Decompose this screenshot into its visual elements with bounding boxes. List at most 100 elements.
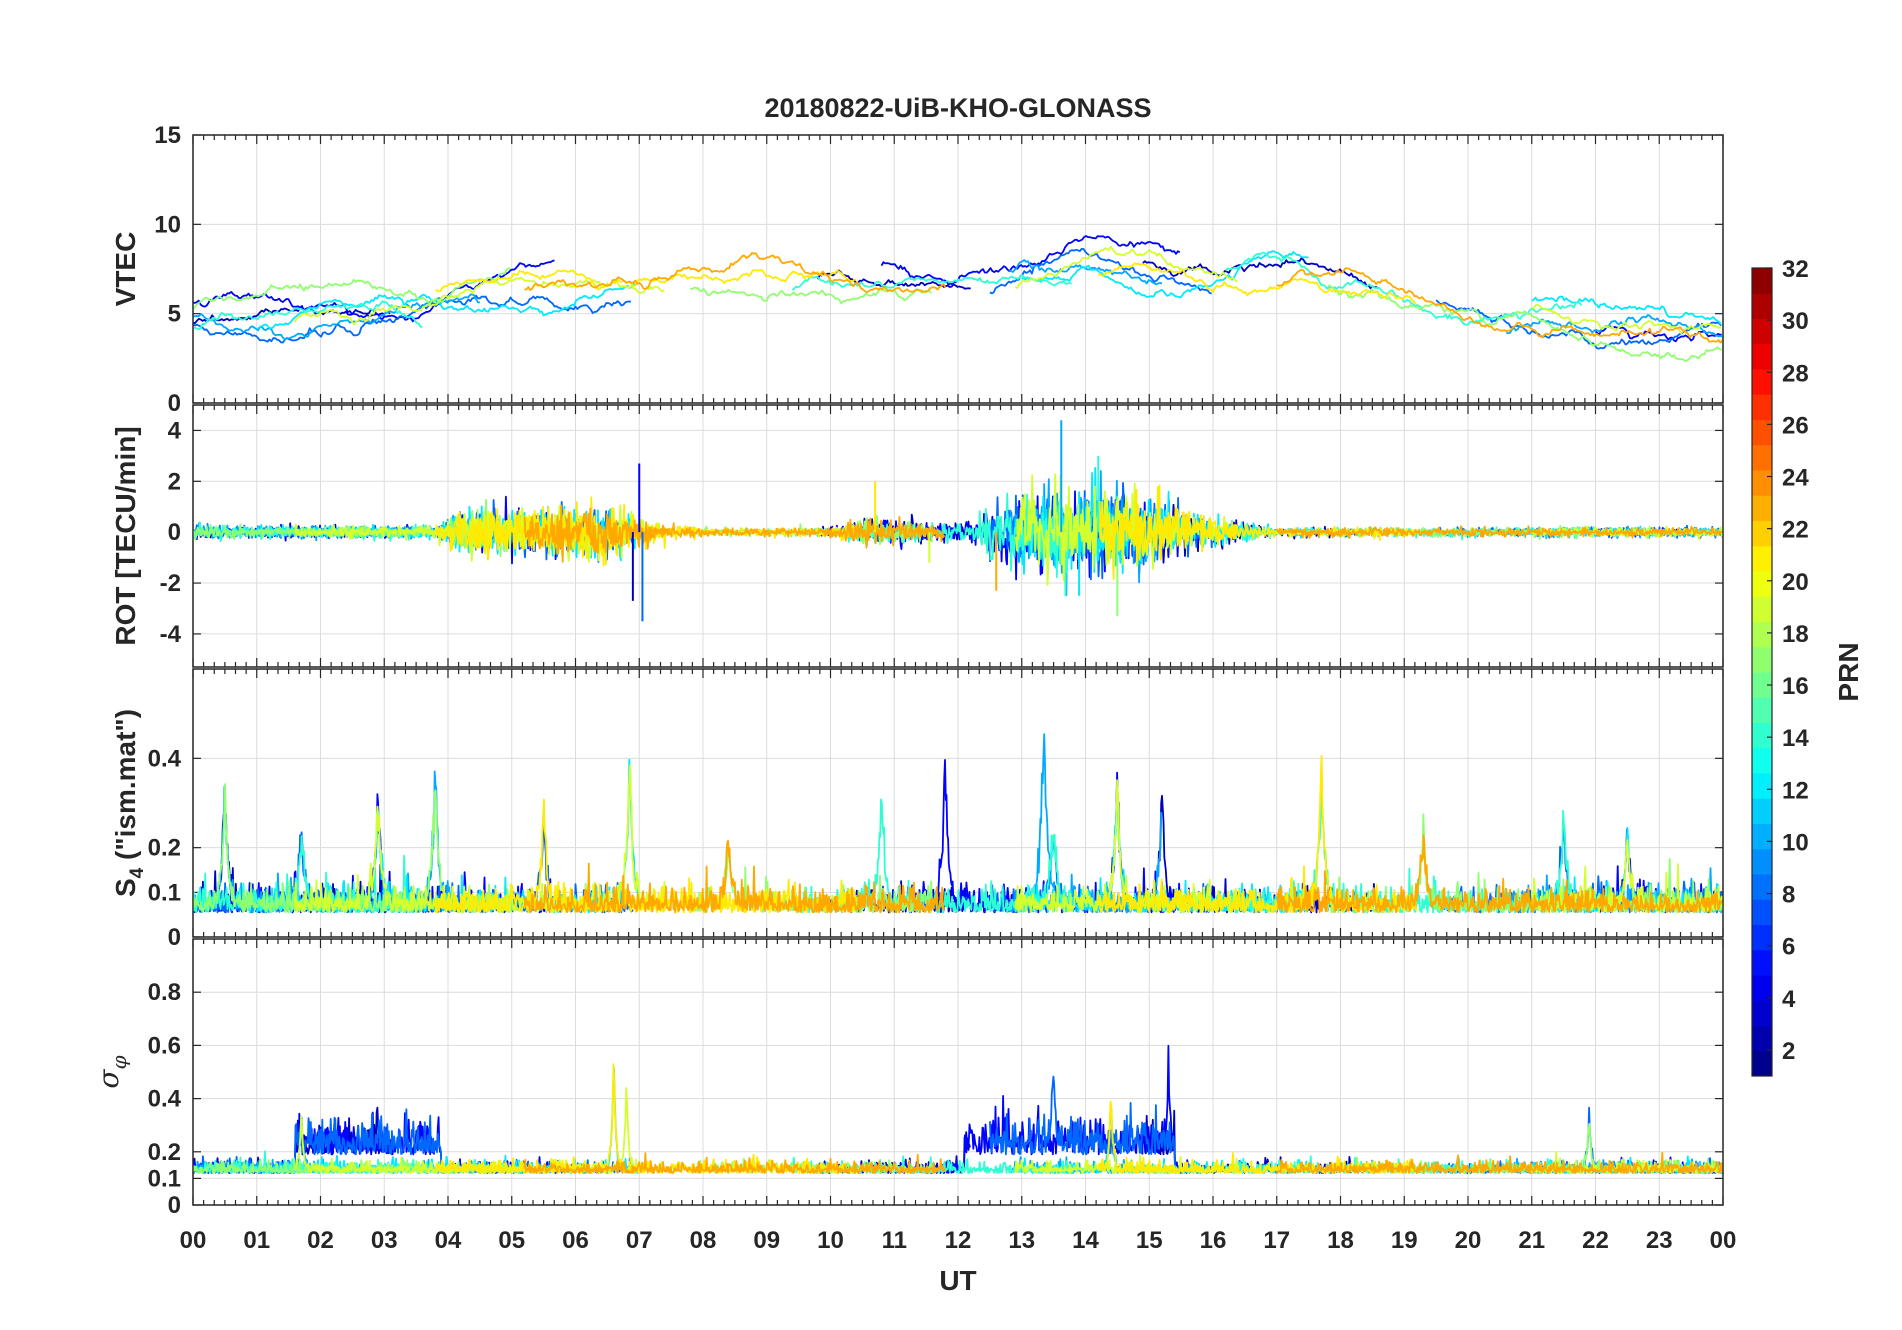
x-tick-label: 10 (817, 1227, 844, 1254)
colorbar-band (1752, 444, 1772, 471)
y-tick-label: -2 (160, 570, 181, 597)
y-tick-label: 0.8 (148, 979, 181, 1006)
colorbar-band (1752, 975, 1772, 1001)
colorbar-band (1752, 1025, 1772, 1052)
series-line-prn-21 (435, 269, 857, 293)
colorbar-band (1752, 596, 1772, 622)
series-line-prn-23 (1275, 525, 1723, 540)
y-tick-label: 5 (168, 301, 181, 328)
y-tick-label: 4 (168, 417, 182, 444)
colorbar-band (1752, 343, 1772, 370)
x-axis: 00 01 02 03 04 05 06 07 08 09 10 11 12 13 14 15 16 17 18 19… (180, 1227, 1737, 1254)
colorbar-band (1752, 369, 1772, 395)
colorbar-band (1752, 419, 1772, 446)
series-line-prn-12 (1021, 250, 1309, 299)
series-line-prn-8 (989, 248, 1212, 295)
y-tick-label: 0.6 (148, 1032, 181, 1059)
colorbar-band (1752, 621, 1772, 648)
colorbar-tick-label: 16 (1782, 673, 1809, 700)
x-tick-label: 17 (1263, 1227, 1290, 1254)
x-tick-label: 11 (882, 1227, 907, 1254)
series-line-prn-23 (523, 1152, 946, 1174)
colorbar-tick-label: 20 (1782, 569, 1809, 596)
colorbar-band (1752, 949, 1772, 976)
colorbar-band (1752, 268, 1772, 294)
colorbar-tick-label: 10 (1782, 829, 1809, 856)
y-axis-labels: VTEC ROT [TECU/min] S4 ("ism.mat") σφ (92, 232, 148, 1089)
vtec-axis-label: VTEC (110, 232, 141, 307)
colorbar-band (1752, 697, 1772, 723)
colorbar-frame (1751, 267, 1773, 1077)
y-tick-label: 0.1 (148, 1165, 181, 1192)
y-tick-label: -4 (160, 621, 182, 648)
plot-frame (192, 938, 1724, 1206)
x-tick-label: 12 (945, 1227, 972, 1254)
colorbar-band (1752, 798, 1772, 824)
y-tick-label: 0.1 (148, 879, 181, 906)
series-line-prn-23 (523, 839, 945, 914)
plot-frame (192, 404, 1724, 668)
colorbar-band (1752, 672, 1772, 698)
colorbar-tick-label: 12 (1782, 777, 1809, 804)
chart-title: 20180822-UiB-KHO-GLONASS (764, 93, 1151, 123)
x-axis-label: UT (939, 1265, 976, 1296)
colorbar-band (1752, 318, 1772, 345)
x-tick-label: 13 (1008, 1227, 1035, 1254)
y-tick-label: 0.4 (148, 1086, 182, 1113)
series-line-prn-21 (1097, 262, 1417, 305)
series-line-prn-19 (1014, 245, 1238, 289)
y-tick-label: 0.2 (148, 1139, 181, 1166)
x-tick-label: 23 (1646, 1227, 1673, 1254)
series-line-prn-5 (880, 235, 1181, 286)
x-tick-label: 07 (626, 1227, 653, 1254)
rot-axis-label: ROT [TECU/min] (110, 426, 141, 645)
colorbar-band (1752, 495, 1772, 521)
colorbar-band (1752, 848, 1772, 875)
colorbar-tick-label: 8 (1782, 882, 1795, 909)
rot-panel: -4 -2 0 2 4 (160, 404, 1724, 668)
colorbar-tick-label: 26 (1782, 412, 1809, 439)
series-line-prn-14 (1225, 251, 1583, 326)
x-tick-label: 03 (371, 1227, 398, 1254)
series-group (193, 1044, 1723, 1174)
series-line-prn-12 (1531, 295, 1722, 326)
x-tick-label: 00 (180, 1227, 207, 1254)
series-line-prn-10 (1506, 314, 1723, 338)
colorbar-band (1752, 773, 1772, 799)
colorbar-tick-label: 22 (1782, 517, 1809, 544)
s4-axis-label: S4 ("ism.mat") (110, 709, 148, 897)
x-tick-label: 18 (1327, 1227, 1354, 1254)
series-group (193, 733, 1723, 914)
colorbar-tick-label: 24 (1782, 465, 1809, 492)
series-line-prn-8 (1435, 299, 1722, 350)
series-line-prn-17 (193, 1157, 512, 1174)
series-line-prn-19 (1531, 304, 1722, 335)
series-line-prn-14 (791, 274, 1072, 291)
colorbar-tick-label: 6 (1782, 934, 1795, 961)
y-tick-label: 0 (168, 924, 181, 951)
colorbar-band (1752, 1050, 1772, 1077)
colorbar-band (1752, 646, 1772, 673)
series-line-prn-17 (1327, 284, 1722, 363)
series-group (193, 235, 1723, 363)
colorbar-tick-label: 18 (1782, 621, 1809, 648)
series-line-prn-23 (524, 252, 946, 293)
y-tick-label: 0 (168, 390, 181, 417)
series-line-prn-23 (1276, 1151, 1723, 1174)
series-line-prn-23 (1276, 834, 1723, 914)
colorbar-label: PRN (1833, 642, 1864, 701)
colorbar-band (1752, 924, 1772, 951)
colorbar-tick-label: 4 (1782, 986, 1796, 1013)
colorbar-band (1752, 722, 1772, 749)
colorbar-band (1752, 899, 1772, 925)
x-tick-label: 01 (243, 1227, 270, 1254)
colorbar-band (1752, 394, 1772, 420)
x-tick-label: 02 (307, 1227, 334, 1254)
sigma-phi-panel: 00.10.2 0.4 0.6 0.8 (148, 938, 1724, 1219)
colorbar-tick-label: 32 (1782, 256, 1809, 283)
series-line-prn-8 (193, 294, 632, 344)
colorbar-tick-label: 30 (1782, 308, 1809, 335)
x-tick-label: 08 (690, 1227, 717, 1254)
colorbar-tick-label: 28 (1782, 360, 1809, 387)
